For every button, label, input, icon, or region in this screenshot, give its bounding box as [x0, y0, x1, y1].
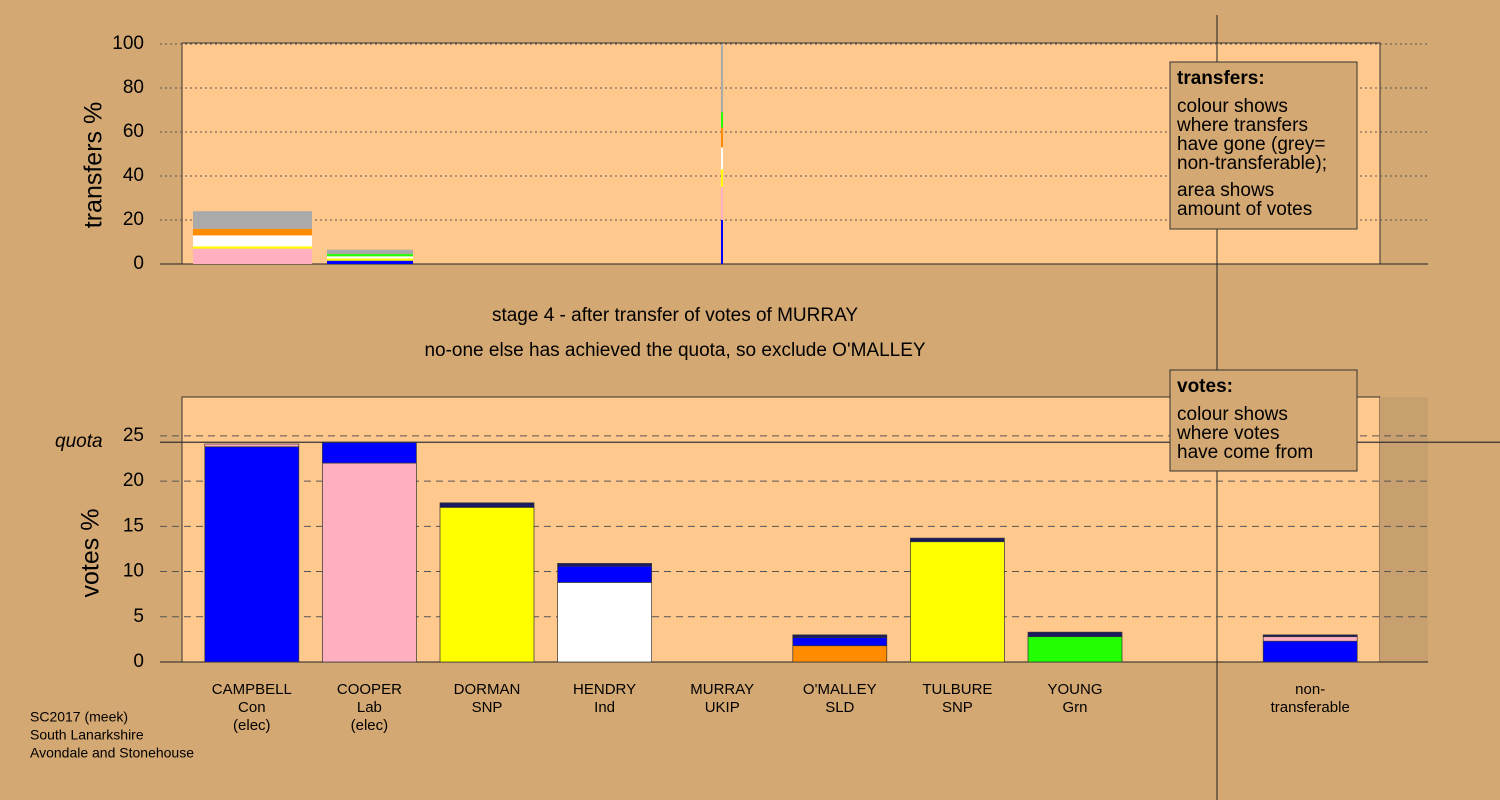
bar-segment [721, 112, 723, 128]
y-axis-label: votes % [77, 509, 105, 598]
bar-segment [721, 169, 723, 187]
y-tick-label: 15 [123, 515, 144, 536]
bar-segment [204, 443, 300, 448]
legend-text: colour shows [1177, 404, 1288, 425]
x-tick-label: UKIP [705, 699, 740, 716]
x-tick-label: MURRAY [690, 681, 754, 698]
x-tick-label: YOUNG [1047, 681, 1102, 698]
legend-text: area shows [1177, 180, 1274, 201]
bar-segment [193, 211, 312, 229]
bar-segment [1262, 640, 1358, 663]
y-axis-label: transfers % [80, 102, 108, 228]
y-tick-label: 80 [123, 77, 144, 98]
x-tick-label: DORMAN [454, 681, 521, 698]
x-tick-label: non- [1295, 681, 1325, 698]
bar-segment [1262, 636, 1358, 642]
y-tick-label: 10 [123, 561, 144, 582]
bar-segment [721, 220, 723, 264]
bar-segment [193, 246, 312, 249]
plot-margin [1380, 397, 1428, 662]
y-tick-label: 40 [123, 165, 144, 186]
x-tick-label: (elec) [233, 717, 271, 734]
x-tick-label: Ind [594, 699, 615, 716]
x-tick-label: (elec) [351, 717, 389, 734]
bar-segment [193, 248, 312, 264]
bar-segment [439, 506, 535, 663]
legend-text: colour shows [1177, 96, 1288, 117]
bar-segment [327, 254, 413, 257]
y-tick-label: 20 [123, 470, 144, 491]
x-tick-label: CAMPBELL [212, 681, 292, 698]
legend-box [1169, 61, 1358, 230]
y-tick-label: 25 [123, 425, 144, 446]
bar-segment [1027, 636, 1123, 663]
bar-segment [193, 228, 312, 236]
bar-segment [721, 147, 723, 170]
title: no-one else has achieved the quota, so e… [424, 340, 925, 361]
bar-segment [322, 441, 417, 464]
footer: SC2017 (meek) [30, 709, 128, 725]
bar-segment [327, 256, 413, 259]
legend-title: transfers: [1177, 68, 1265, 89]
bar-segment [327, 260, 413, 264]
legend-box [1169, 369, 1358, 472]
bar-segment [792, 637, 888, 647]
bar-segment [439, 502, 535, 508]
bar-segment [204, 446, 300, 663]
bar-segment [327, 258, 413, 261]
y-tick-label: 60 [123, 121, 144, 142]
legend-text: where transfers [1176, 115, 1308, 136]
legend-title: votes: [1177, 376, 1233, 397]
x-tick-label: COOPER [337, 681, 402, 698]
x-tick-label: Grn [1062, 699, 1087, 716]
x-tick-label: HENDRY [573, 681, 636, 698]
title: stage 4 - after transfer of votes of MUR… [492, 305, 858, 326]
bar-segment [721, 127, 723, 148]
bar-segment [1262, 634, 1358, 638]
bar-segment [721, 187, 723, 220]
bar-segment [327, 249, 413, 255]
x-tick-label: SLD [825, 699, 854, 716]
bar-segment [193, 235, 312, 247]
bar-segment [721, 44, 723, 113]
bar-segment [322, 462, 417, 663]
y-tick-label: 0 [133, 651, 144, 672]
legend-text: have come from [1177, 442, 1313, 463]
x-tick-label: transferable [1271, 699, 1350, 716]
footer: South Lanarkshire [30, 727, 144, 743]
footer: Avondale and Stonehouse [30, 745, 194, 761]
bar-segment [792, 645, 888, 663]
y-tick-label: 5 [133, 606, 144, 627]
legend-text: non-transferable); [1177, 153, 1327, 174]
bar-segment [910, 541, 1005, 663]
quota-label: quota [55, 431, 103, 452]
x-tick-label: SNP [472, 699, 503, 716]
bar-segment [557, 582, 652, 663]
legend-text: where votes [1176, 423, 1279, 444]
bar-segment [557, 563, 652, 567]
y-tick-label: 0 [133, 253, 144, 274]
bar-segment [1027, 631, 1123, 638]
x-tick-label: O'MALLEY [803, 681, 877, 698]
bar-segment [910, 537, 1005, 543]
x-tick-label: Con [238, 699, 266, 716]
x-tick-label: TULBURE [922, 681, 992, 698]
legend-text: have gone (grey= [1177, 134, 1325, 155]
legend-text: amount of votes [1177, 199, 1312, 220]
x-tick-label: Lab [357, 699, 382, 716]
x-tick-label: SNP [942, 699, 973, 716]
bar-segment [557, 565, 652, 583]
y-tick-label: 100 [112, 33, 144, 54]
bar-segment [792, 634, 888, 638]
y-tick-label: 20 [123, 209, 144, 230]
